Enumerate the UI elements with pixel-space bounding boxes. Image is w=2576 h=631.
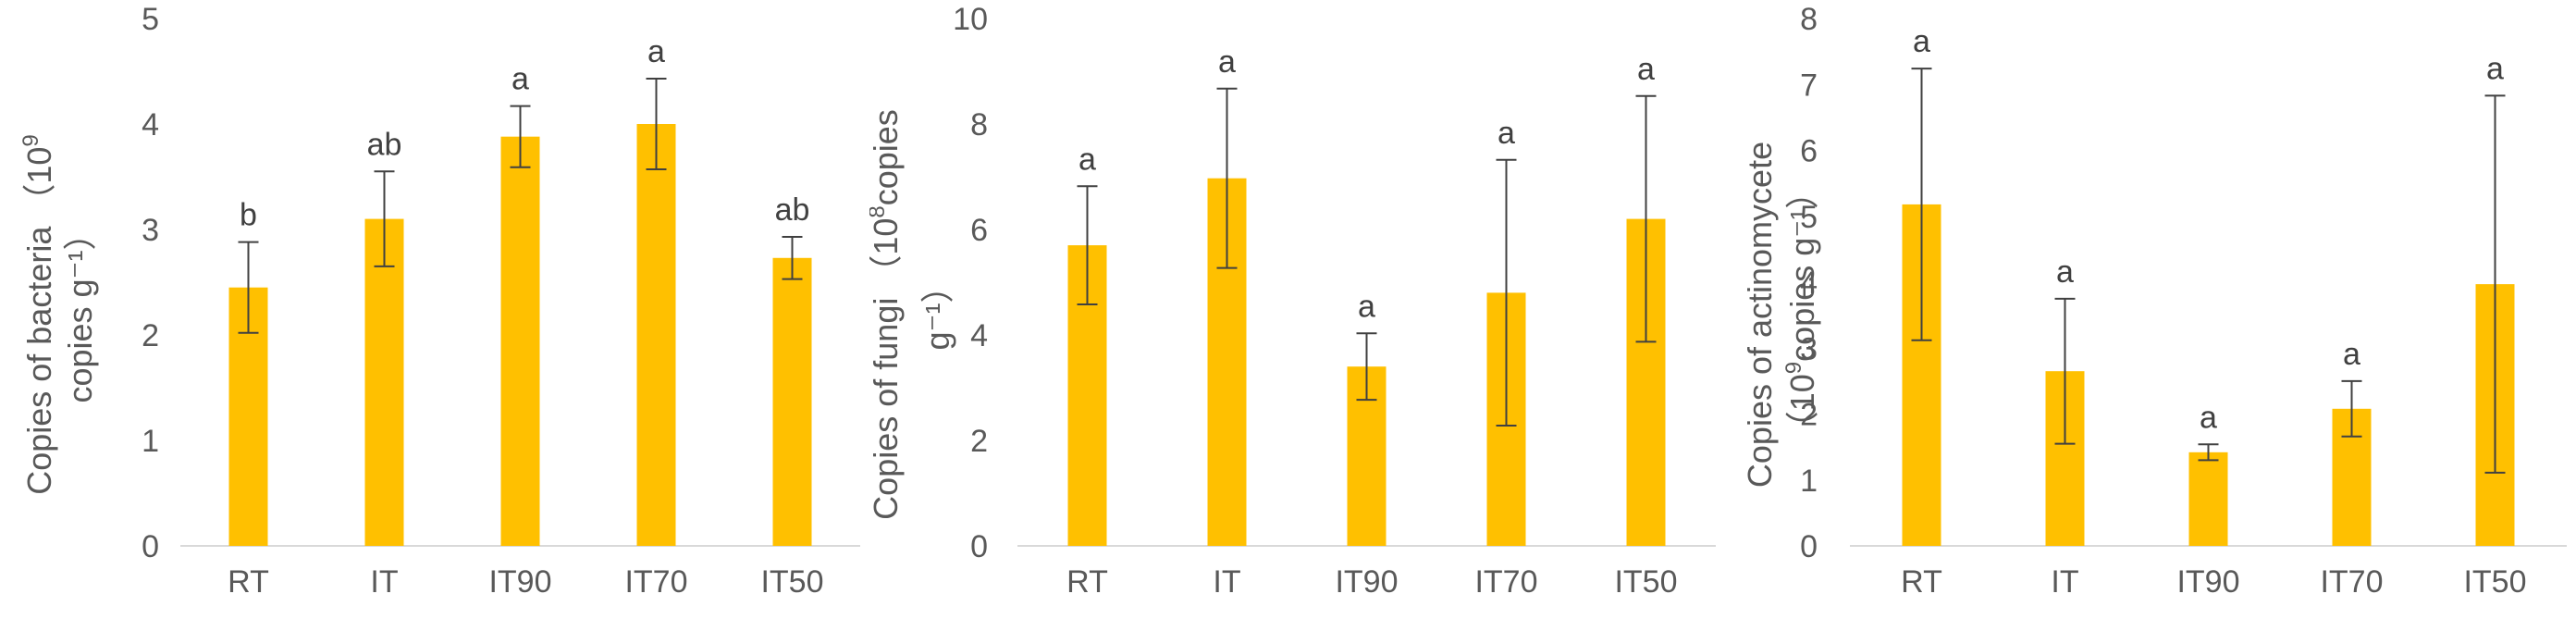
bacteria-x-tick-label-it50: IT50 — [760, 564, 823, 600]
fungi-significance-label-it90: a — [1358, 289, 1375, 324]
fungi-y-title-line-1: Copies of fungi （108copies — [869, 109, 905, 520]
actinomycete-error-bar-rt — [1911, 68, 1932, 341]
bacteria-bar-it70 — [636, 124, 676, 546]
bacteria-y-tick-label: 1 — [142, 424, 159, 459]
bacteria-chart: Copies of bacteria （109 copies g⁻¹） 0 1 2 3… — [7, 2, 860, 600]
actinomycete-y-tick-label: 1 — [1800, 464, 1818, 499]
bacteria-significance-label-it: ab — [367, 127, 402, 162]
fungi-y-tick-label: 8 — [970, 107, 988, 142]
fungi-y-axis-title: Copies of fungi （108copies g⁻¹） — [869, 100, 956, 520]
bacteria-chart-panel: Copies of bacteria （109 copies g⁻¹） 0 1 2 3… — [0, 0, 869, 631]
fungi-error-bar-it50 — [1635, 94, 1657, 343]
bacteria-y-tick-label: 0 — [142, 529, 159, 564]
actinomycete-chart-panel: Copies of actinomycete （109copies g⁻¹） 0… — [1720, 0, 2576, 631]
fungi-x-tick-label-it70: IT70 — [1474, 564, 1537, 600]
bacteria-y-tick-label: 4 — [142, 107, 159, 142]
bacteria-error-bar-it90 — [510, 105, 531, 168]
fungi-significance-label-it50: a — [1637, 52, 1655, 87]
fungi-y-tick-label: 10 — [953, 2, 988, 37]
bacteria-y-tick-label: 3 — [142, 213, 159, 248]
bacteria-y-tick-label: 5 — [142, 2, 159, 37]
fungi-error-bar-it70 — [1496, 158, 1517, 427]
actinomycete-y-tick-label: 2 — [1800, 398, 1818, 433]
bacteria-significance-label-rt: b — [240, 198, 257, 233]
bacteria-error-bar-rt — [238, 241, 259, 334]
bacteria-significance-label-it70: a — [647, 34, 665, 69]
actinomycete-y-tick-label: 7 — [1800, 68, 1818, 103]
actinomycete-bar-it90 — [2188, 452, 2228, 546]
actinomycete-y-tick-label: 0 — [1800, 529, 1818, 564]
actinomycete-y-tick-label: 3 — [1800, 331, 1818, 366]
bacteria-error-bar-it70 — [646, 77, 667, 171]
actinomycete-error-bar-it — [2054, 297, 2076, 445]
fungi-x-tick-label-rt: RT — [1066, 564, 1108, 600]
bacteria-bar-it50 — [772, 257, 812, 546]
fungi-y-tick-label: 6 — [970, 213, 988, 248]
bacteria-bar-it90 — [500, 136, 540, 546]
fungi-x-tick-label-it: IT — [1213, 564, 1240, 600]
fungi-chart-panel: Copies of fungi （108copies g⁻¹） 0 2 4 6 8 10 a… — [869, 0, 1720, 631]
bacteria-error-bar-it50 — [782, 235, 803, 280]
bacteria-y-title-line-1: Copies of bacteria （109 — [18, 134, 58, 495]
bacteria-x-tick-label-it70: IT70 — [624, 564, 687, 600]
bacteria-bar-it — [364, 218, 404, 546]
bacteria-error-bar-it — [374, 170, 395, 267]
fungi-significance-label-it70: a — [1498, 116, 1515, 151]
actinomycete-error-bar-it70 — [2341, 379, 2362, 438]
fungi-y-tick-label: 0 — [970, 529, 988, 564]
fungi-chart: Copies of fungi （108copies g⁻¹） 0 2 4 6 8 10 a… — [869, 2, 1716, 600]
bacteria-significance-label-it50: ab — [775, 192, 810, 228]
actinomycete-significance-label-it: a — [2056, 254, 2074, 290]
fungi-y-tick-label: 4 — [970, 318, 988, 353]
actinomycete-y-tick-label: 6 — [1800, 134, 1818, 169]
bacteria-y-title-line-2: copies g⁻¹） — [61, 217, 99, 402]
actinomycete-error-bar-it90 — [2198, 443, 2219, 462]
fungi-significance-label-rt: a — [1078, 142, 1096, 177]
bacteria-significance-label-it90: a — [512, 62, 529, 97]
bacteria-x-tick-label-rt: RT — [228, 564, 269, 600]
fungi-error-bar-rt — [1077, 185, 1098, 305]
actinomycete-y-tick-label: 4 — [1800, 266, 1818, 301]
actinomycete-x-tick-label-it90: IT90 — [2176, 564, 2239, 600]
fungi-error-bar-it90 — [1356, 332, 1377, 402]
actinomycete-significance-label-it50: a — [2486, 51, 2504, 86]
bacteria-x-tick-label-it: IT — [370, 564, 398, 600]
actinomycete-x-tick-label-it50: IT50 — [2463, 564, 2526, 600]
actinomycete-significance-label-it90: a — [2200, 400, 2217, 435]
fungi-error-bar-it — [1216, 87, 1238, 269]
actinomycete-y-axis-title: Copies of actinomycete （109copies g⁻¹） — [1741, 132, 1821, 488]
actinomycete-x-tick-label-rt: RT — [1901, 564, 1942, 600]
bacteria-x-tick-label-it90: IT90 — [488, 564, 551, 600]
fungi-x-tick-label-it50: IT50 — [1614, 564, 1677, 600]
fungi-x-tick-label-it90: IT90 — [1335, 564, 1398, 600]
fungi-significance-label-it: a — [1218, 44, 1236, 80]
actinomycete-significance-label-it70: a — [2343, 337, 2360, 372]
actinomycete-x-tick-label-it: IT — [2051, 564, 2078, 600]
fungi-y-title-line-2: g⁻¹） — [918, 269, 956, 350]
actinomycete-y-title-line-2: （109copies g⁻¹） — [1781, 176, 1821, 444]
actinomycete-significance-label-rt: a — [1913, 24, 1930, 59]
bacteria-y-tick-label: 2 — [142, 318, 159, 353]
fungi-y-tick-label: 2 — [970, 424, 988, 459]
actinomycete-error-bar-it50 — [2484, 94, 2506, 474]
actinomycete-y-title-line-1: Copies of actinomycete — [1741, 142, 1779, 488]
actinomycete-y-tick-label: 8 — [1800, 2, 1818, 37]
actinomycete-y-tick-label: 5 — [1800, 200, 1818, 235]
actinomycete-x-tick-label-it70: IT70 — [2320, 564, 2383, 600]
actinomycete-chart: Copies of actinomycete （109copies g⁻¹） 0… — [1741, 2, 2567, 600]
bacteria-y-axis-title: Copies of bacteria （109 copies g⁻¹） — [7, 125, 99, 495]
